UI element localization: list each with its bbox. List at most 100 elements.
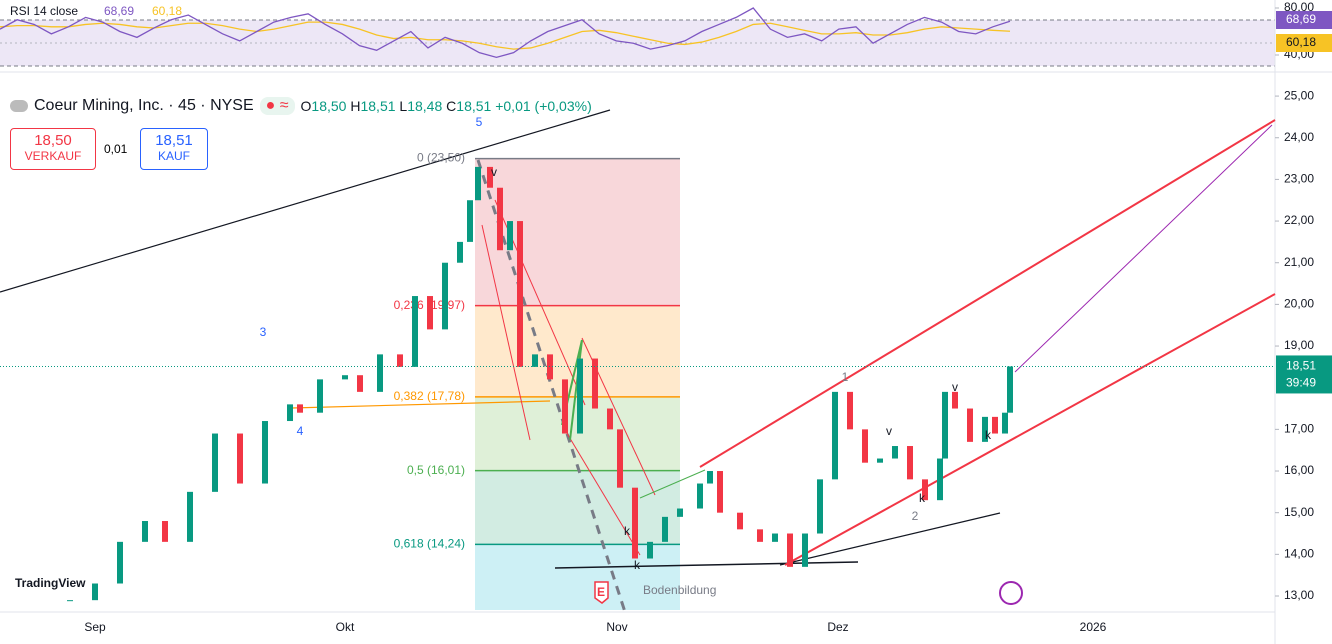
watermark: TradingView: [15, 576, 86, 590]
candle: [357, 375, 363, 392]
candle: [662, 516, 668, 542]
x-tick-label: Sep: [84, 620, 106, 634]
candle: [442, 262, 448, 330]
buy-price: 18,51: [155, 132, 193, 149]
candle: [862, 429, 868, 463]
candle: [832, 391, 838, 480]
channel-line: [699, 119, 1276, 468]
sell-label: VERKAUF: [24, 149, 82, 163]
projection-line: [1014, 124, 1273, 373]
candle: [92, 583, 98, 601]
earnings-flag[interactable]: [594, 581, 609, 604]
last-price-tag: [1276, 355, 1332, 394]
buy-button[interactable]: 18,51 KAUF: [140, 128, 208, 170]
candle: [952, 391, 958, 409]
candle: [632, 487, 638, 559]
rsi-tag: [1276, 11, 1332, 29]
candle: [287, 404, 293, 422]
annotation: 5: [476, 115, 483, 129]
trendline: [569, 339, 583, 441]
event-icon[interactable]: [999, 581, 1023, 605]
y-tick-label: 21,00: [1284, 255, 1314, 269]
trendline: [639, 469, 706, 499]
candle: [577, 358, 583, 434]
candle: [847, 391, 853, 430]
candle: [737, 512, 743, 530]
trendline: [779, 512, 1001, 566]
ohlc-value: 18,51: [360, 98, 396, 114]
y-tick-label: 13,00: [1284, 588, 1314, 602]
rsi-value: 68,69: [104, 4, 134, 18]
y-tick-label: 22,00: [1284, 213, 1314, 227]
x-tick-label: Okt: [336, 620, 355, 634]
candle: [162, 521, 168, 542]
annotation: 2: [912, 509, 919, 523]
spread: 0,01: [104, 142, 128, 156]
candle: [707, 471, 713, 484]
legend-header: Coeur Mining, Inc. · 45 · NYSE ● ≈ O18,5…: [10, 97, 592, 115]
x-tick-label: 2026: [1080, 620, 1107, 634]
candle: [877, 458, 883, 463]
fib-label: 0,382 (17,78): [394, 389, 465, 403]
sell-price: 18,50: [34, 132, 72, 149]
annotation: k: [634, 558, 641, 572]
candle: [377, 354, 383, 392]
ohlc-key: O: [300, 98, 312, 114]
rsi-tag: [1276, 34, 1332, 52]
candle: [922, 479, 928, 501]
earnings-label[interactable]: E: [597, 585, 605, 599]
rsi-tag-label: 60,18: [1286, 35, 1316, 49]
y-tick-label: 16,00: [1284, 463, 1314, 477]
candle: [907, 446, 913, 480]
y-tick-label: 24,00: [1284, 130, 1314, 144]
ohlc-change: +0,01 (+0,03%): [495, 98, 592, 114]
last-price-label: 18,51: [1286, 359, 1316, 373]
y-tick-label: 20,00: [1284, 297, 1314, 311]
annotation: Bodenbildung: [643, 583, 716, 597]
annotation: 4: [297, 424, 304, 438]
candle: [487, 166, 493, 188]
candle: [67, 600, 73, 602]
candle: [497, 187, 503, 251]
candle: [817, 479, 823, 534]
trendline: [564, 429, 641, 556]
channel-line: [784, 293, 1276, 566]
candle: [467, 200, 473, 242]
rsi-tag-label: 68,69: [1286, 12, 1316, 26]
candle: [532, 354, 538, 367]
buy-label: KAUF: [157, 149, 190, 163]
candle: [397, 354, 403, 367]
candle: [237, 433, 243, 484]
annotation: 1: [842, 370, 849, 384]
trendline: [481, 224, 531, 441]
ohlc-key: C: [446, 98, 457, 114]
candle: [342, 375, 348, 380]
candle: [802, 533, 808, 567]
annotation: 3: [260, 325, 267, 339]
y-tick-label: 19,00: [1284, 338, 1314, 352]
rsi-line: [0, 7, 1011, 59]
ohlc-key: H: [350, 98, 361, 114]
annotation: k: [919, 491, 926, 505]
candle: [517, 221, 523, 367]
ohlc-value: 18,51: [456, 98, 492, 114]
sell-button[interactable]: 18,50 VERKAUF: [10, 128, 96, 170]
y-tick-label: 25,00: [1284, 88, 1314, 102]
fib-zone: [475, 544, 680, 610]
status-pill[interactable]: ● ≈: [259, 97, 295, 115]
candle: [117, 541, 123, 584]
candle: [142, 521, 148, 542]
candle: [757, 529, 763, 542]
rsi-tick-label: 80,00: [1284, 0, 1314, 14]
candle: [507, 221, 513, 251]
ohlc-value: 18,50: [311, 98, 347, 114]
trendline: [0, 109, 611, 293]
rsi-signal-line: [0, 21, 1011, 50]
y-tick-label: 14,00: [1284, 547, 1314, 561]
candle: [647, 541, 653, 559]
candle: [457, 241, 463, 263]
annotation: k: [624, 524, 631, 538]
rsi-signal: 60,18: [152, 4, 182, 18]
candle: [187, 491, 193, 542]
